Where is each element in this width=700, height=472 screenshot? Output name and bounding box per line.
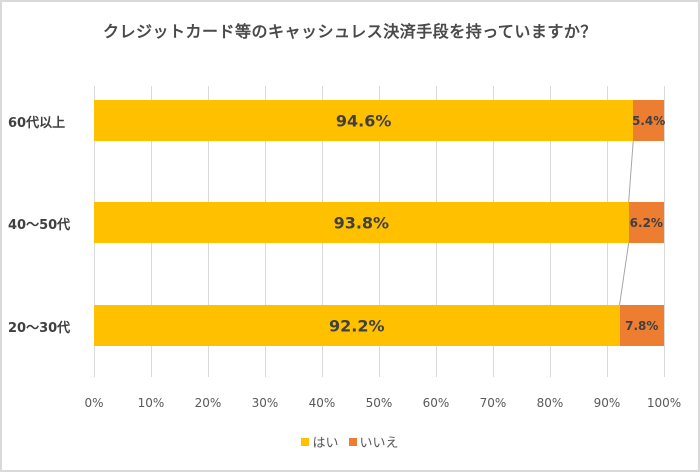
bar-segment-yes: 94.6% bbox=[94, 100, 634, 141]
x-tick-label: 70% bbox=[479, 396, 507, 410]
x-tick-label: 40% bbox=[308, 396, 336, 410]
legend-item-yes[interactable]: はい bbox=[301, 432, 339, 451]
bar-segment-yes: 93.8% bbox=[94, 202, 629, 243]
bar-segment-no: 6.2% bbox=[628, 202, 664, 243]
x-tick-label: 60% bbox=[422, 396, 450, 410]
data-label-yes: 94.6% bbox=[335, 111, 392, 130]
category-label-20-30s: 20～30代 bbox=[8, 321, 71, 336]
legend-label-no: いいえ bbox=[359, 436, 399, 451]
x-tick-label: 100% bbox=[646, 396, 682, 410]
chart-title: クレジットカード等のキャッシュレス決済手段を持っていますか？ bbox=[103, 22, 597, 41]
bar-row-20-30s: 92.2% 7.8% bbox=[94, 305, 664, 346]
bar-segment-yes: 92.2% bbox=[94, 305, 620, 346]
category-label-40-50s: 40～50代 bbox=[8, 218, 71, 233]
bar-row-60s-plus: 94.6% 5.4% bbox=[94, 100, 666, 141]
category-label-60s-plus: 60代以上 bbox=[8, 116, 66, 131]
gridline-100 bbox=[664, 86, 665, 377]
data-label-no: 7.8% bbox=[625, 318, 659, 333]
x-tick-label: 10% bbox=[137, 396, 165, 410]
plot-area: 94.6% 5.4% 93.8% 6.2% 92.2% 7.8% bbox=[94, 86, 666, 377]
data-label-yes: 93.8% bbox=[333, 213, 390, 232]
bar-segment-no: 7.8% bbox=[619, 305, 664, 346]
legend: はい いいえ bbox=[0, 432, 700, 451]
x-tick-label: 90% bbox=[593, 396, 621, 410]
x-tick-label: 50% bbox=[365, 396, 393, 410]
x-tick-label: 30% bbox=[251, 396, 279, 410]
legend-item-no[interactable]: いいえ bbox=[348, 432, 399, 451]
bar-segment-no: 5.4% bbox=[631, 100, 666, 141]
x-tick-label: 0% bbox=[84, 396, 104, 410]
legend-swatch-no-icon bbox=[348, 437, 357, 446]
data-label-no: 5.4% bbox=[631, 113, 666, 128]
legend-swatch-yes-icon bbox=[301, 437, 310, 446]
bar-row-40-50s: 93.8% 6.2% bbox=[94, 202, 664, 243]
data-label-yes: 92.2% bbox=[329, 316, 385, 335]
legend-label-yes: はい bbox=[312, 436, 339, 451]
x-tick-label: 80% bbox=[536, 396, 564, 410]
x-tick-label: 20% bbox=[194, 396, 222, 410]
data-label-no: 6.2% bbox=[629, 215, 663, 230]
